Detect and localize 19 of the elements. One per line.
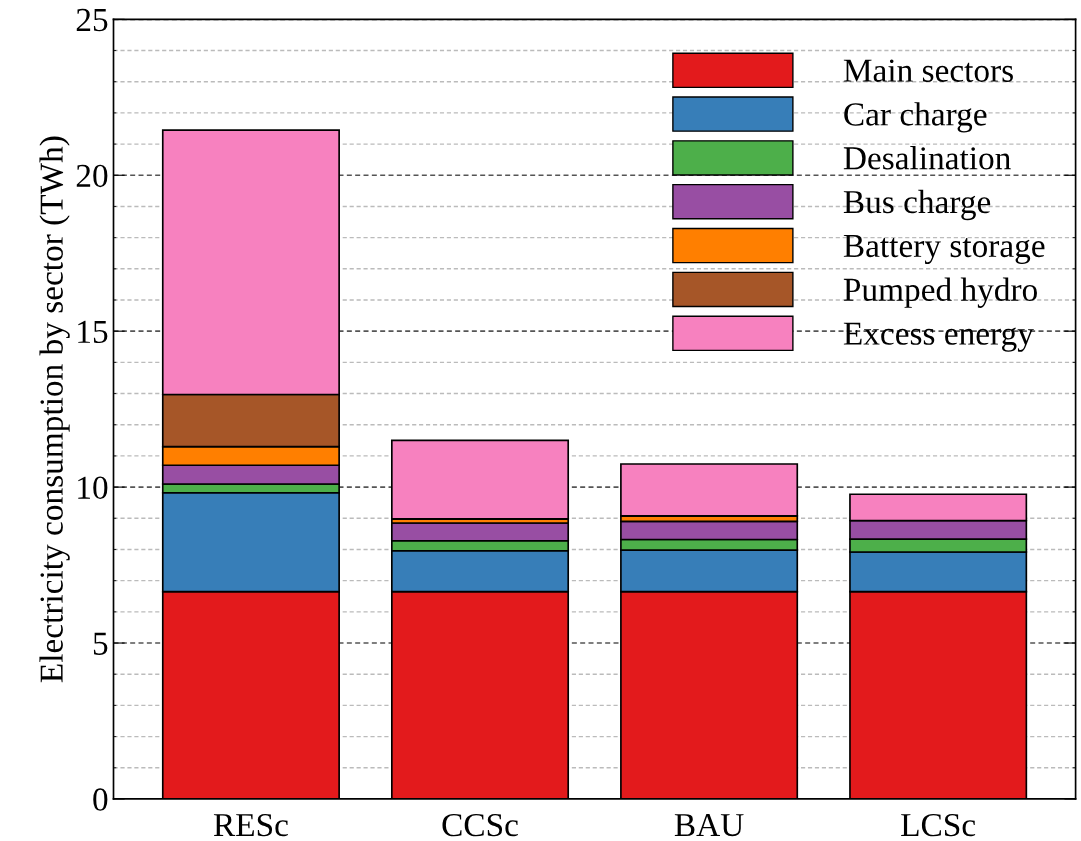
y-tick-label: 20 bbox=[76, 164, 108, 188]
y-tick-label: 0 bbox=[93, 788, 108, 811]
legend-label: Excess energy bbox=[843, 322, 1034, 352]
y-tick-label: 5 bbox=[93, 632, 108, 655]
legend-label: Car charge bbox=[844, 102, 987, 133]
y-axis-title: Electricity consumption by sector (TWh) bbox=[39, 136, 70, 683]
x-tick-label: CCSc bbox=[442, 813, 518, 837]
legend-label: Pumped hydro bbox=[843, 277, 1037, 308]
legend-label: Desalination bbox=[843, 146, 1011, 170]
x-tick-label: BAU bbox=[674, 813, 744, 837]
x-tick-label: LCSc bbox=[901, 813, 976, 837]
x-tick-label: RESc bbox=[213, 813, 288, 837]
legend-label: Main sectors bbox=[843, 59, 1013, 82]
legend-label: Bus charge bbox=[843, 189, 991, 221]
legend-label: Battery storage bbox=[843, 235, 1045, 265]
y-tick-label: 15 bbox=[78, 320, 108, 344]
bar bbox=[390, 439, 570, 520]
y-tick-label: 25 bbox=[76, 8, 108, 32]
y-tick-label: 10 bbox=[78, 476, 108, 499]
